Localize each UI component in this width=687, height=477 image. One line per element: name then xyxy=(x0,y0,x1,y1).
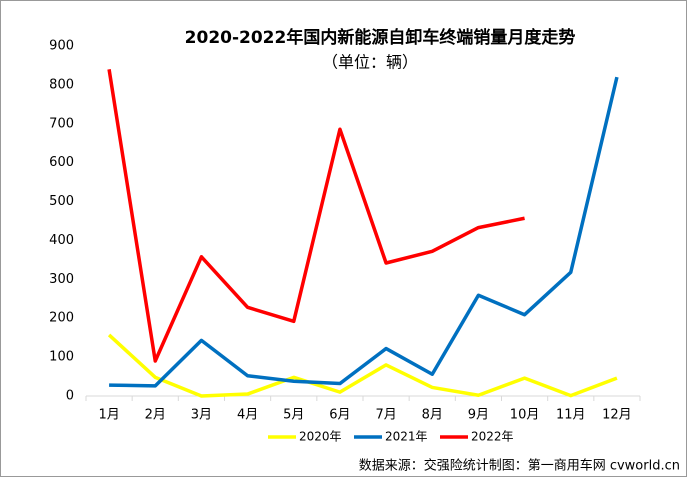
y-tick-label: 400 xyxy=(49,233,74,248)
x-tick-label: 3月 xyxy=(191,408,212,423)
x-tick-label: 10月 xyxy=(510,408,540,423)
series-line xyxy=(107,333,618,398)
series-line xyxy=(109,76,619,388)
y-tick-label: 0 xyxy=(66,389,74,404)
legend-label: 2022年 xyxy=(471,430,514,444)
x-tick-label: 9月 xyxy=(468,408,489,423)
series-line xyxy=(107,69,525,363)
x-tick-label: 4月 xyxy=(237,408,258,423)
y-tick-label: 600 xyxy=(49,155,74,170)
x-tick-label: 2月 xyxy=(145,408,166,423)
chart-subtitle: （单位：辆） xyxy=(322,53,418,72)
y-tick-label: 700 xyxy=(49,116,74,131)
x-tick-label: 1月 xyxy=(98,408,119,423)
x-tick-label: 12月 xyxy=(602,408,632,423)
x-tick-label: 6月 xyxy=(329,408,350,423)
legend-label: 2021年 xyxy=(385,430,428,444)
y-tick-label: 200 xyxy=(49,311,74,326)
y-tick-label: 800 xyxy=(49,77,74,92)
y-tick-label: 500 xyxy=(49,194,74,209)
chart-title: 2020-2022年国内新能源自卸车终端销量月度走势 xyxy=(185,27,576,48)
x-tick-label: 11月 xyxy=(556,408,586,423)
y-tick-label: 300 xyxy=(49,272,74,287)
source-note: 数据来源：交强险统计制图：第一商用车网 cvworld.cn xyxy=(359,458,680,474)
x-tick-label: 7月 xyxy=(375,408,396,423)
legend-label: 2020年 xyxy=(299,430,342,444)
y-tick-label: 100 xyxy=(49,350,74,365)
y-tick-label: 900 xyxy=(49,39,74,54)
x-tick-label: 8月 xyxy=(422,408,443,423)
x-tick-label: 5月 xyxy=(283,408,304,423)
